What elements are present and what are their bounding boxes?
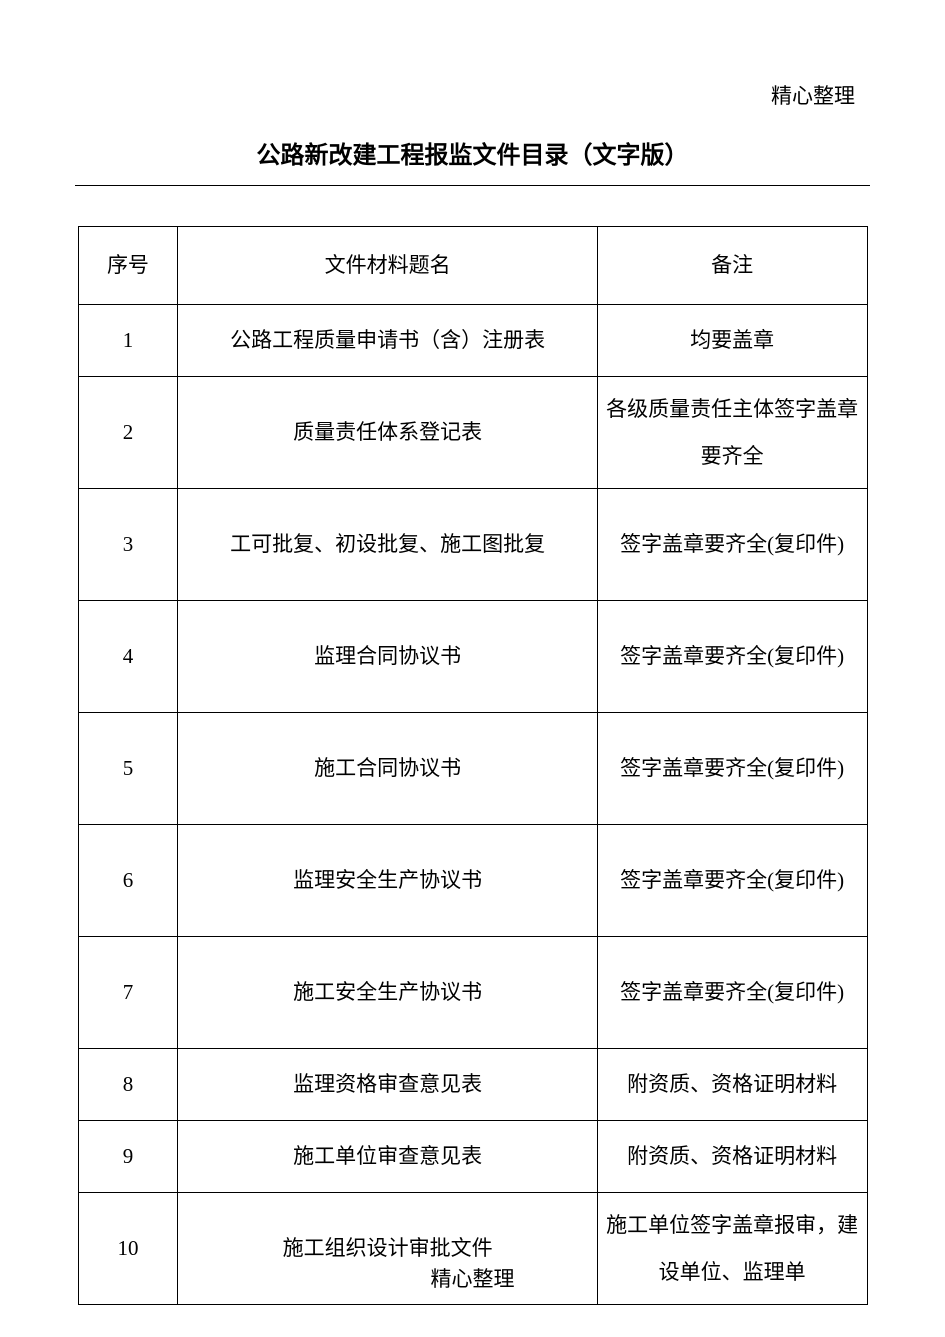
table-header-row: 序号 文件材料题名 备注	[78, 227, 867, 305]
cell-name: 公路工程质量申请书（含）注册表	[178, 305, 597, 377]
table-row: 9 施工单位审查意见表 附资质、资格证明材料	[78, 1121, 867, 1193]
footer-text: 精心整理	[0, 1263, 945, 1293]
cell-note: 附资质、资格证明材料	[597, 1121, 867, 1193]
cell-note: 均要盖章	[597, 305, 867, 377]
header-col-name: 文件材料题名	[178, 227, 597, 305]
title-container: 公路新改建工程报监文件目录（文字版）	[75, 135, 870, 186]
table-row: 5 施工合同协议书 签字盖章要齐全(复印件)	[78, 713, 867, 825]
cell-num: 7	[78, 937, 178, 1049]
cell-num: 1	[78, 305, 178, 377]
table-container: 序号 文件材料题名 备注 1 公路工程质量申请书（含）注册表 均要盖章 2 质量…	[75, 226, 870, 1305]
cell-name: 施工安全生产协议书	[178, 937, 597, 1049]
header-col-note: 备注	[597, 227, 867, 305]
cell-name: 施工单位审查意见表	[178, 1121, 597, 1193]
header-right-text: 精心整理	[771, 80, 855, 110]
cell-note: 签字盖章要齐全(复印件)	[597, 937, 867, 1049]
title-underline	[75, 185, 870, 186]
header-col-num: 序号	[78, 227, 178, 305]
table-row: 3 工可批复、初设批复、施工图批复 签字盖章要齐全(复印件)	[78, 489, 867, 601]
cell-note: 签字盖章要齐全(复印件)	[597, 601, 867, 713]
cell-note: 签字盖章要齐全(复印件)	[597, 825, 867, 937]
cell-note: 各级质量责任主体签字盖章要齐全	[597, 377, 867, 489]
table-row: 7 施工安全生产协议书 签字盖章要齐全(复印件)	[78, 937, 867, 1049]
cell-num: 9	[78, 1121, 178, 1193]
cell-num: 4	[78, 601, 178, 713]
cell-num: 8	[78, 1049, 178, 1121]
table-row: 8 监理资格审查意见表 附资质、资格证明材料	[78, 1049, 867, 1121]
cell-num: 2	[78, 377, 178, 489]
table-row: 2 质量责任体系登记表 各级质量责任主体签字盖章要齐全	[78, 377, 867, 489]
cell-note: 附资质、资格证明材料	[597, 1049, 867, 1121]
document-table: 序号 文件材料题名 备注 1 公路工程质量申请书（含）注册表 均要盖章 2 质量…	[78, 226, 868, 1305]
document-title: 公路新改建工程报监文件目录（文字版）	[257, 135, 689, 170]
cell-name: 工可批复、初设批复、施工图批复	[178, 489, 597, 601]
cell-note: 签字盖章要齐全(复印件)	[597, 489, 867, 601]
cell-num: 5	[78, 713, 178, 825]
cell-name: 施工合同协议书	[178, 713, 597, 825]
table-row: 4 监理合同协议书 签字盖章要齐全(复印件)	[78, 601, 867, 713]
cell-num: 6	[78, 825, 178, 937]
table-row: 1 公路工程质量申请书（含）注册表 均要盖章	[78, 305, 867, 377]
cell-name: 监理合同协议书	[178, 601, 597, 713]
table-row: 6 监理安全生产协议书 签字盖章要齐全(复印件)	[78, 825, 867, 937]
cell-name: 监理资格审查意见表	[178, 1049, 597, 1121]
cell-note: 签字盖章要齐全(复印件)	[597, 713, 867, 825]
cell-name: 质量责任体系登记表	[178, 377, 597, 489]
cell-num: 3	[78, 489, 178, 601]
cell-name: 监理安全生产协议书	[178, 825, 597, 937]
